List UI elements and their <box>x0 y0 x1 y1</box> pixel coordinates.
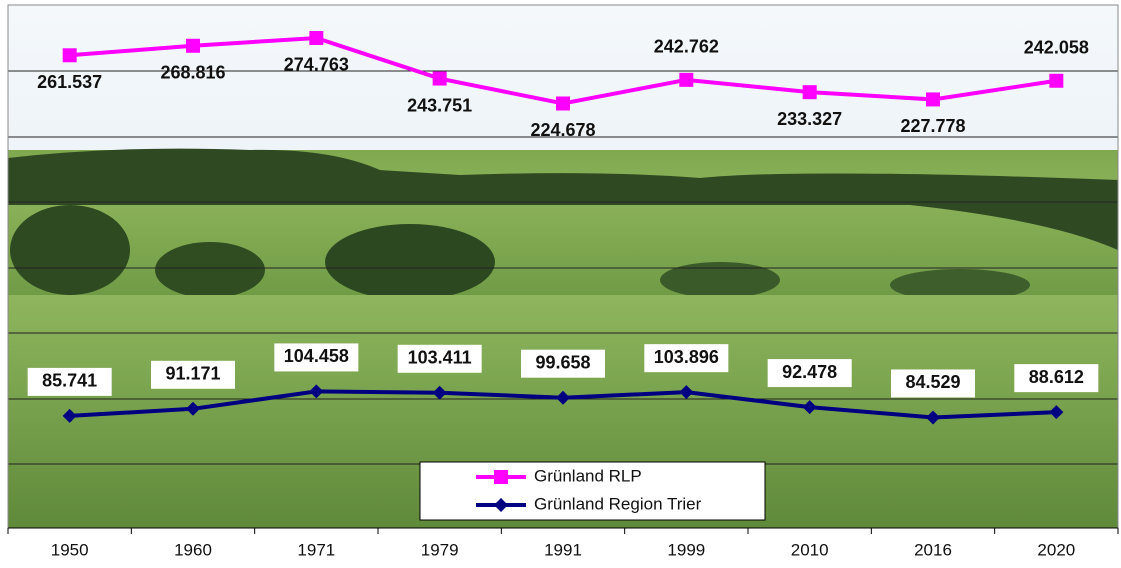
data-label: 104.458 <box>284 346 349 366</box>
data-label: 99.658 <box>535 352 590 372</box>
data-label: 274.763 <box>284 55 349 75</box>
point <box>926 92 940 106</box>
legend-label: Grünland Region Trier <box>534 494 702 513</box>
data-label: 242.058 <box>1024 38 1089 58</box>
x-tick-label: 1971 <box>297 540 335 559</box>
x-tick-label: 2020 <box>1037 540 1075 559</box>
data-label: 243.751 <box>407 95 472 115</box>
x-tick-label: 1979 <box>421 540 459 559</box>
point <box>679 73 693 87</box>
chart: Grünland RLP Grünland Region Trier 1950 19… <box>0 0 1121 568</box>
data-label: 85.741 <box>42 371 97 391</box>
background-photo <box>8 5 1118 528</box>
data-label: 233.327 <box>777 109 842 129</box>
data-label: 242.762 <box>654 37 719 57</box>
data-label: 227.778 <box>900 116 965 136</box>
x-tick-label: 2016 <box>914 540 952 559</box>
point <box>494 470 508 484</box>
legend-label: Grünland RLP <box>534 466 642 485</box>
point <box>63 48 77 62</box>
data-label: 268.816 <box>160 63 225 83</box>
x-tick-label: 1991 <box>544 540 582 559</box>
data-label: 88.612 <box>1029 367 1084 387</box>
data-label: 103.411 <box>408 348 472 368</box>
x-tick-label: 1999 <box>667 540 705 559</box>
x-tick-label: 1960 <box>174 540 212 559</box>
data-label: 91.171 <box>165 364 220 384</box>
data-label: 224.678 <box>530 120 595 140</box>
point <box>309 31 323 45</box>
x-tick-label: 1950 <box>51 540 89 559</box>
data-label: 261.537 <box>37 72 102 92</box>
point <box>556 96 570 110</box>
point <box>803 85 817 99</box>
data-label: 103.896 <box>654 347 719 367</box>
data-label: 84.529 <box>905 372 960 392</box>
point <box>433 72 447 86</box>
x-tick-label: 2010 <box>791 540 829 559</box>
data-label: 92.478 <box>782 362 837 382</box>
point <box>186 39 200 53</box>
legend: Grünland RLP Grünland Region Trier <box>420 462 765 520</box>
point <box>1049 74 1063 88</box>
